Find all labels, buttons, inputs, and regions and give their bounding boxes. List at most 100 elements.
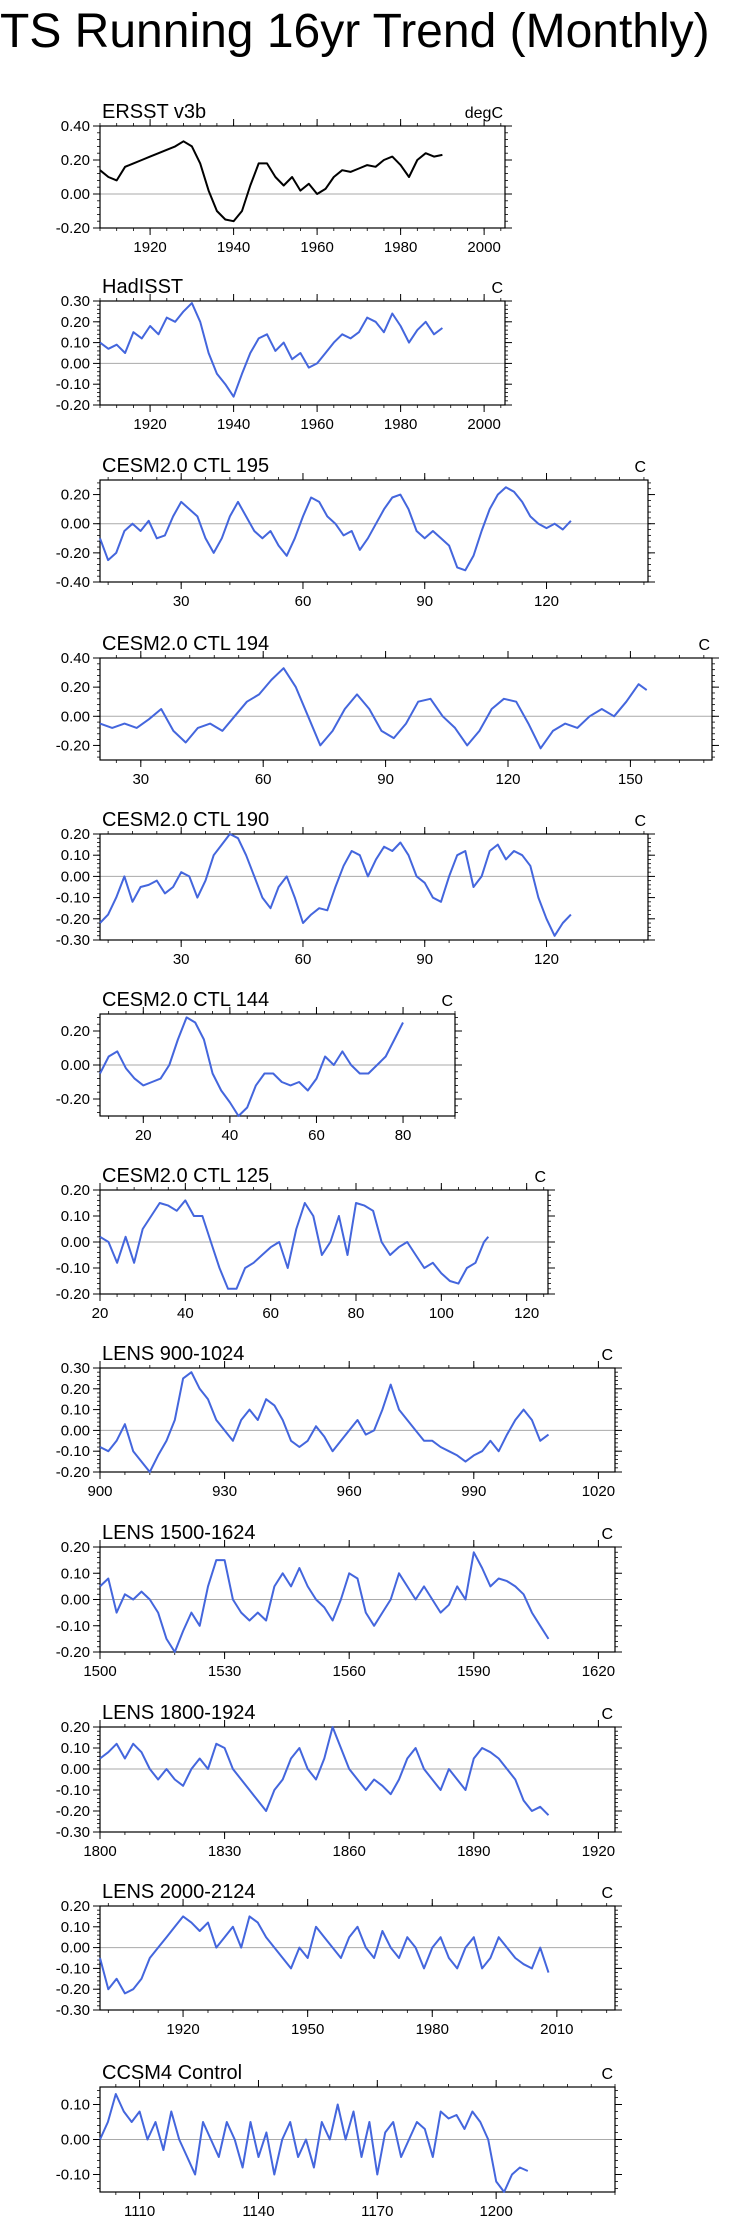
x-tick-label: 1940 <box>217 239 250 256</box>
x-tick-label: 2010 <box>540 2021 573 2038</box>
chart-panel: 30 60 90 120 -0.40 -0.20 0.00 0.20 CESM2.0 CTL 1… <box>56 455 655 610</box>
y-tick-label: 0.20 <box>61 1719 90 1736</box>
x-tick-label: 1920 <box>133 239 166 256</box>
y-tick-label: 0.20 <box>61 1182 90 1199</box>
y-tick-label: -0.10 <box>56 376 90 393</box>
x-tick-label: 1950 <box>291 2021 324 2038</box>
x-tick-label: 2000 <box>467 416 500 433</box>
y-tick-label: -0.30 <box>56 2002 90 2019</box>
panel-units: C <box>601 2066 613 2083</box>
x-tick-label: 60 <box>308 1127 325 1144</box>
series-line <box>99 667 648 750</box>
y-tick-label: 0.40 <box>61 118 90 135</box>
plot-frame <box>99 479 649 583</box>
series-line <box>99 1371 550 1473</box>
x-tick-label: 1920 <box>133 416 166 433</box>
y-tick-label: 0.20 <box>61 1539 90 1556</box>
x-tick-label: 90 <box>416 951 433 968</box>
y-tick-label: -0.10 <box>56 890 90 907</box>
y-tick-label: -0.20 <box>56 1464 90 1481</box>
panel-units: C <box>491 280 503 297</box>
x-tick-label: 1920 <box>166 2021 199 2038</box>
y-tick-label: 0.00 <box>61 868 90 885</box>
chart-panel: 1500 1530 1560 1590 1620 -0.20 -0.10 0.00 0.10 0.… <box>56 1522 622 1680</box>
y-tick-label: -0.20 <box>56 1803 90 1820</box>
y-tick-label: 0.00 <box>61 186 90 203</box>
x-tick-label: 1140 <box>242 2203 274 2218</box>
panel-title: LENS 1800-1924 <box>102 1702 255 1724</box>
x-tick-label: 1980 <box>416 2021 449 2038</box>
chart-panel: 20 40 60 80 100 120 -0.20 -0.10 0.00 0.10 0.20 CESM… <box>56 1165 555 1322</box>
y-tick-label: 0.20 <box>61 1898 90 1915</box>
series-line <box>99 302 443 398</box>
y-tick-label: -0.20 <box>56 737 90 754</box>
y-tick-label: -0.10 <box>56 1443 90 1460</box>
panel-units: C <box>601 1885 613 1902</box>
panel-title: ERSST v3b <box>102 101 206 123</box>
plot-frame <box>99 300 506 406</box>
plot-frame <box>99 657 713 761</box>
x-tick-label: 1500 <box>83 1663 116 1680</box>
x-tick-label: 150 <box>618 771 643 788</box>
x-tick-label: 990 <box>461 1483 486 1500</box>
x-tick-label: 90 <box>377 771 394 788</box>
y-tick-label: 0.20 <box>61 679 90 696</box>
panel-units: C <box>534 1169 546 1186</box>
chart-panel: 900 930 960 990 1020 -0.20 -0.10 0.00 0.10 0.20 0.… <box>56 1343 622 1500</box>
panel-title: CESM2.0 CTL 190 <box>102 809 269 831</box>
x-tick-label: 1890 <box>457 1843 490 1860</box>
chart-panel: 30 60 90 120 150 -0.20 0.00 0.20 0.40 CESM2.0 CTL… <box>56 633 719 788</box>
panel-units: C <box>601 1526 613 1543</box>
series-line <box>99 486 572 572</box>
y-tick-label: -0.20 <box>56 545 90 562</box>
y-tick-label: -0.20 <box>56 1286 90 1303</box>
x-tick-label: 60 <box>295 951 312 968</box>
x-tick-label: 1830 <box>208 1843 241 1860</box>
y-tick-label: -0.10 <box>56 1782 90 1799</box>
x-tick-label: 1170 <box>361 2203 393 2218</box>
series-line <box>99 1915 550 1995</box>
x-tick-label: 1800 <box>83 1843 116 1860</box>
panel-title: CESM2.0 CTL 144 <box>102 989 269 1011</box>
x-tick-label: 40 <box>177 1305 194 1322</box>
panel-title: HadISST <box>102 276 183 298</box>
panel-title: CESM2.0 CTL 195 <box>102 455 269 477</box>
y-tick-label: 0.00 <box>61 1234 90 1251</box>
panel-units: C <box>601 1347 613 1364</box>
y-tick-label: 0.00 <box>61 1057 90 1074</box>
y-tick-label: -0.20 <box>56 397 90 414</box>
x-tick-label: 90 <box>416 593 433 610</box>
chart-panel: 1920 1940 1960 1980 2000 -0.20 -0.10 0.00 0.10 0.… <box>56 276 512 433</box>
x-tick-label: 1860 <box>333 1843 366 1860</box>
x-tick-label: 1110 <box>124 2203 155 2218</box>
x-tick-label: 1980 <box>384 416 417 433</box>
panel-units: degC <box>465 105 503 122</box>
x-tick-label: 20 <box>135 1127 152 1144</box>
y-tick-label: 0.30 <box>61 293 90 310</box>
plot-frame <box>99 125 506 229</box>
panel-units: C <box>634 459 646 476</box>
panel-units: C <box>634 813 646 830</box>
y-tick-label: -0.10 <box>56 1960 90 1977</box>
x-tick-label: 1590 <box>457 1663 490 1680</box>
y-tick-label: -0.20 <box>56 911 90 928</box>
chart-panel: 20 40 60 80 -0.20 0.00 0.20 CESM2.0 CTL 144 C <box>56 989 462 1144</box>
series-line <box>99 1551 550 1653</box>
x-tick-label: 120 <box>534 951 559 968</box>
panel-title: LENS 900-1024 <box>102 1343 244 1365</box>
x-tick-label: 30 <box>173 593 190 610</box>
y-tick-label: 0.10 <box>61 1402 90 1419</box>
y-tick-label: 0.10 <box>61 2097 90 2114</box>
y-tick-label: -0.30 <box>56 932 90 949</box>
y-tick-label: 0.00 <box>61 1940 90 1957</box>
x-tick-label: 100 <box>429 1305 454 1322</box>
y-tick-label: 0.10 <box>61 335 90 352</box>
chart-panel: 1920 1950 1980 2010 -0.30 -0.20 -0.10 0.00 0.10 0… <box>56 1881 622 2038</box>
x-tick-label: 1560 <box>333 1663 366 1680</box>
y-tick-label: -0.30 <box>56 1824 90 1841</box>
y-tick-label: -0.10 <box>56 1618 90 1635</box>
y-tick-label: -0.20 <box>56 220 90 237</box>
series-line <box>99 140 443 223</box>
chart-panel: 1800 1830 1860 1890 1920 -0.30 -0.20 -0.10 0.00 0… <box>56 1702 622 1860</box>
